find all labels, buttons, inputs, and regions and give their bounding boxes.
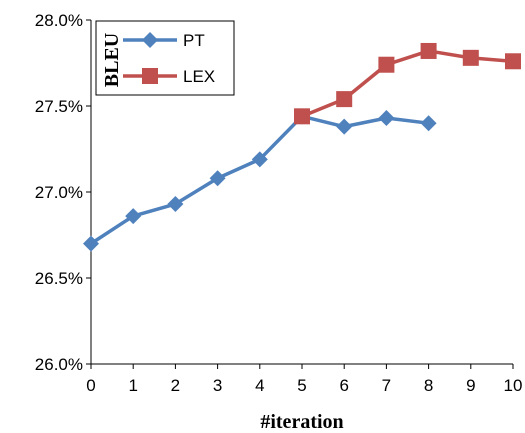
x-tick-label: 1 (128, 376, 137, 395)
y-tick-label: 27.0% (35, 183, 83, 202)
data-point-lex (336, 91, 353, 108)
legend-swatch-marker (142, 68, 158, 84)
legend-box (95, 20, 235, 96)
data-point-pt (378, 110, 395, 127)
x-tick-label: 5 (297, 376, 306, 395)
data-point-pt (83, 235, 99, 252)
series-line-pt (90, 114, 429, 246)
y-tick-label: 26.5% (35, 269, 83, 288)
data-point-pt (167, 196, 184, 213)
x-tick-label: 10 (504, 376, 523, 395)
y-axis-title: BLEU (101, 33, 123, 87)
legend-label: LEX (183, 67, 215, 86)
series-layer (83, 42, 521, 252)
series-pt (83, 108, 437, 252)
x-tick-label: 6 (339, 376, 348, 395)
data-point-lex (505, 53, 521, 70)
series-line-lex (301, 49, 514, 118)
x-tick-label: 2 (171, 376, 180, 395)
y-tick-label: 27.5% (35, 97, 83, 116)
legend-swatch-marker (142, 32, 158, 48)
x-tick-label: 8 (424, 376, 433, 395)
data-point-lex (378, 56, 395, 73)
data-point-lex (294, 108, 310, 125)
data-point-pt (336, 118, 353, 135)
x-axis-title: #iteration (260, 411, 343, 433)
data-point-lex (420, 42, 437, 59)
legend-label: PT (183, 31, 205, 50)
x-tick-label: 4 (255, 376, 264, 395)
x-tick-label: 9 (466, 376, 475, 395)
legend-entry-pt: PT (123, 31, 205, 50)
y-tick-label: 26.0% (35, 355, 83, 374)
data-point-pt (420, 115, 437, 132)
x-tick-label: 7 (382, 376, 391, 395)
series-lex (294, 42, 521, 125)
y-ticks: 26.0% 26.5% 27.0% 27.5% 28.0% (35, 11, 91, 374)
x-ticks: 0 1 2 3 4 5 6 7 8 9 10 (86, 364, 522, 395)
data-point-lex (462, 49, 479, 66)
data-point-pt (251, 151, 268, 168)
x-tick-label: 3 (213, 376, 222, 395)
legend-items: PT LEX (123, 31, 215, 86)
data-point-pt (209, 170, 226, 187)
x-tick-label: 0 (86, 376, 95, 395)
legend: BLEU PT LEX (95, 20, 235, 96)
legend-entry-lex: LEX (123, 67, 215, 86)
data-point-pt (125, 208, 142, 225)
y-tick-label: 28.0% (35, 11, 83, 30)
